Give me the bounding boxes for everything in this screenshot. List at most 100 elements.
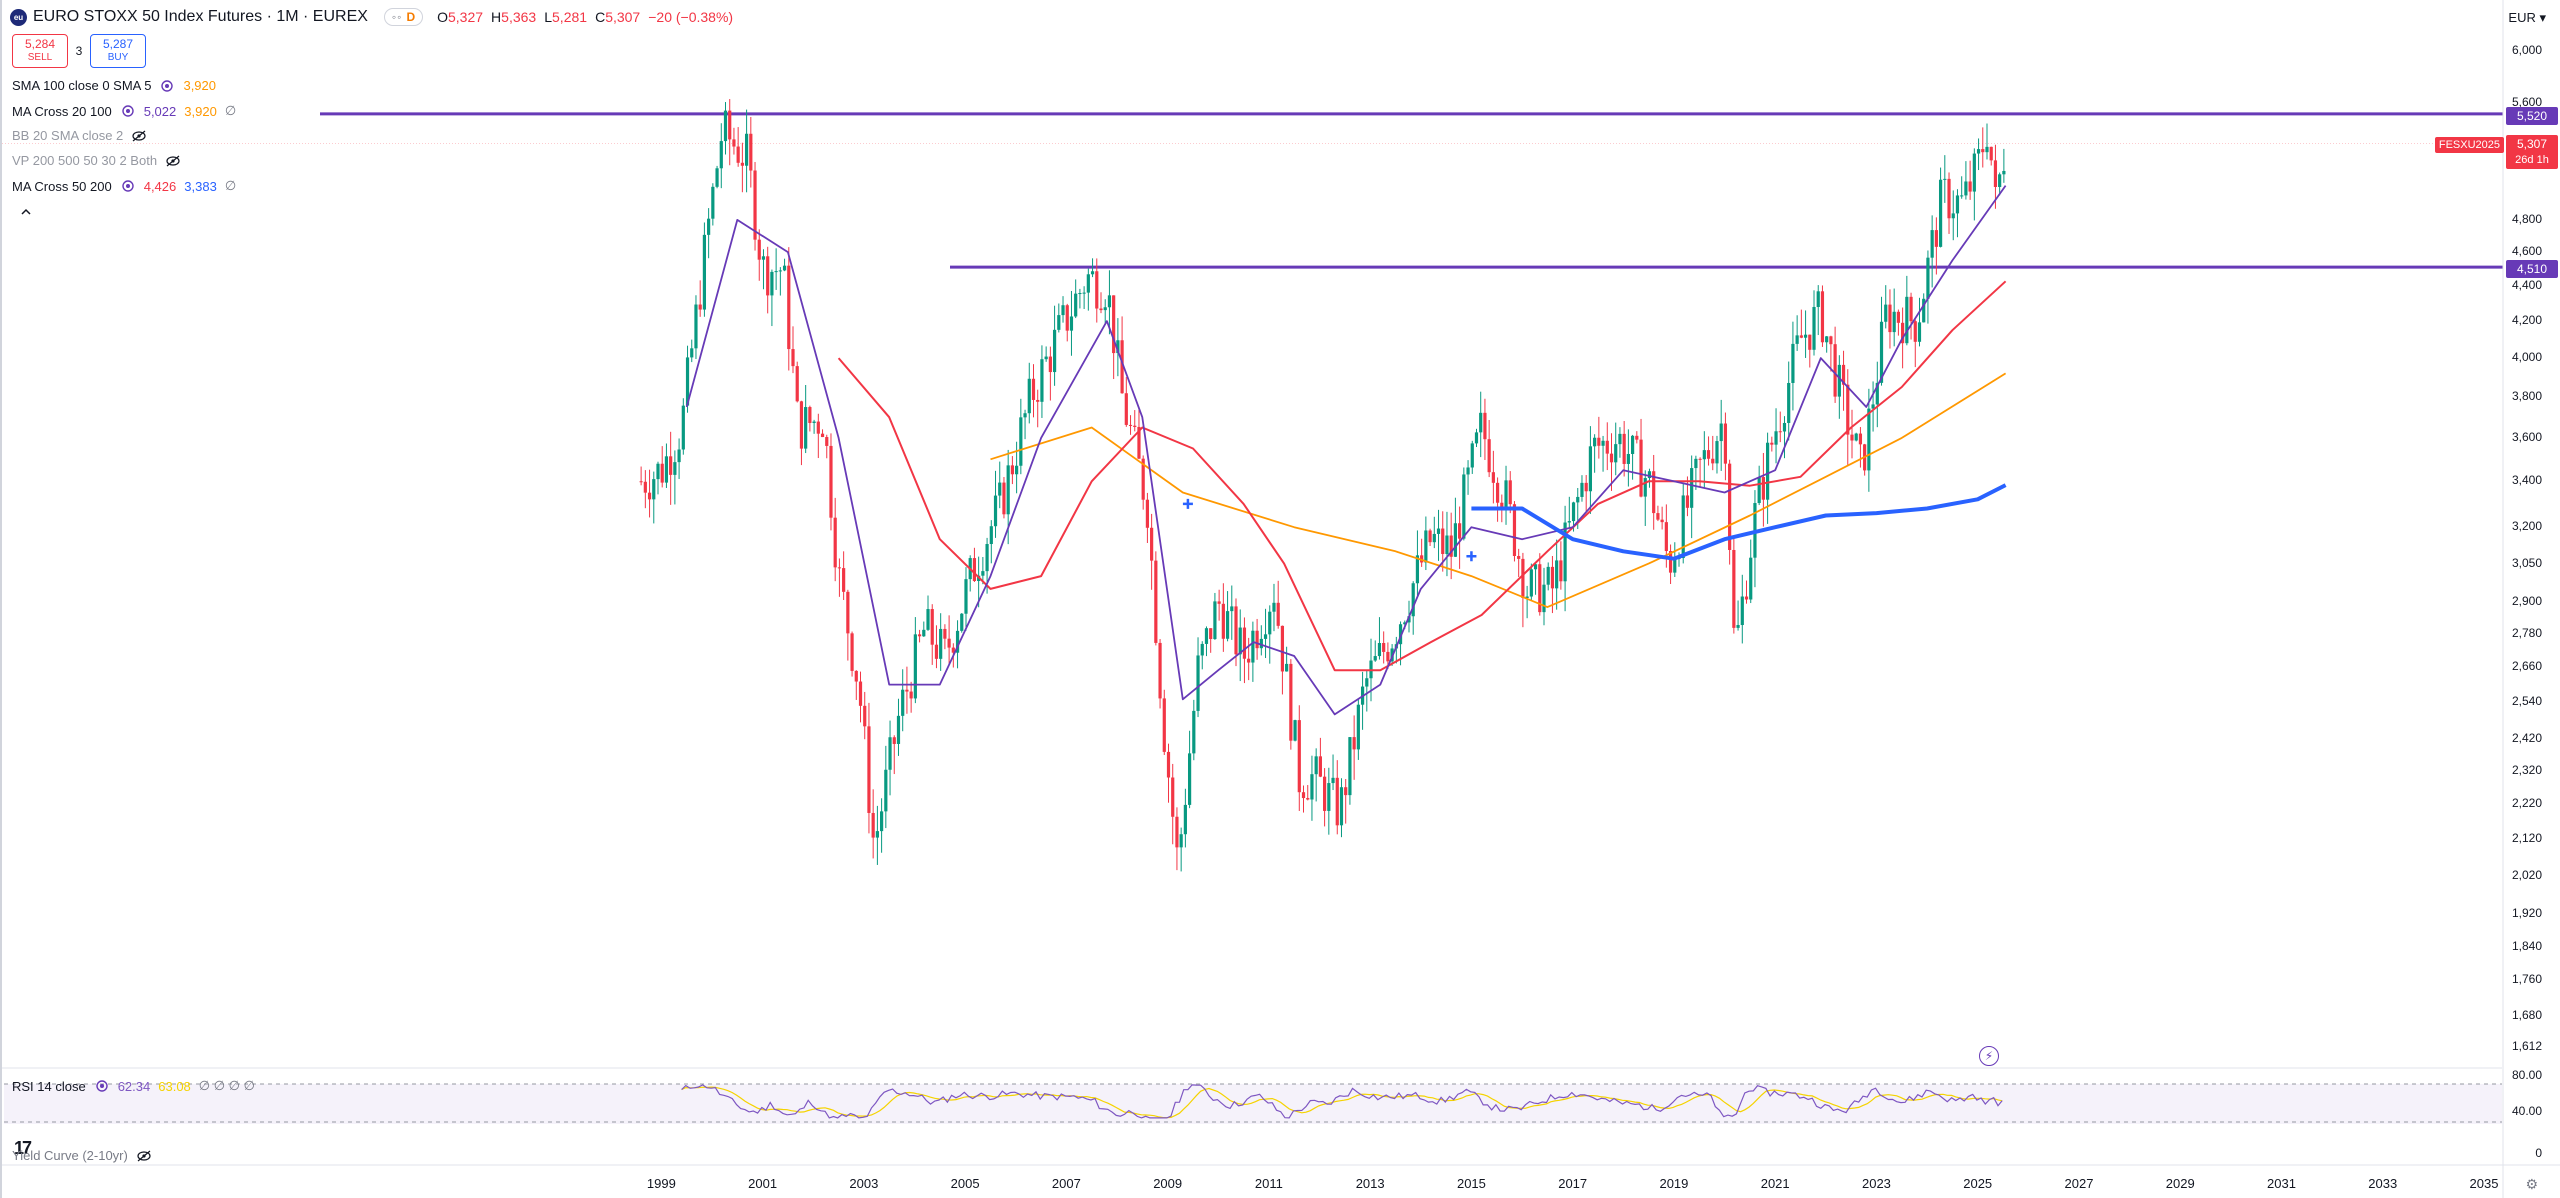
time-tick-label: 2005 <box>950 1176 980 1191</box>
price-tick-label: 3,400 <box>2511 473 2542 488</box>
candle <box>972 547 977 582</box>
collapse-legend-chevron-up-icon[interactable] <box>16 204 36 220</box>
candle <box>1344 778 1348 824</box>
candle-body <box>880 811 884 832</box>
candle-body <box>1576 496 1580 503</box>
candle <box>1542 567 1546 626</box>
settings-gear-icon[interactable]: ⚙ <box>2525 1176 2538 1192</box>
candle-body <box>1614 444 1618 463</box>
candle <box>1019 398 1023 475</box>
candle <box>1310 755 1314 821</box>
candle <box>854 670 858 700</box>
candle <box>1128 415 1133 435</box>
source-icon[interactable] <box>94 1080 110 1092</box>
price-tick-label: 2,420 <box>2511 731 2542 745</box>
candle-body <box>1525 596 1529 598</box>
candle <box>1036 389 1040 428</box>
candle <box>723 102 728 155</box>
candle-body <box>1179 834 1183 848</box>
sell-label: SELL <box>27 52 53 63</box>
candle-body <box>1985 146 1989 153</box>
legend-ma-cross-20-100[interactable]: MA Cross 20 100 5,022 3,920 ∅ <box>12 103 236 119</box>
symbol-title[interactable]: EURO STOXX 50 Index Futures · 1M · EUREX <box>33 8 368 25</box>
sell-button[interactable]: 5,284 SELL <box>12 34 68 68</box>
candle <box>1048 346 1052 401</box>
candle-body <box>1799 335 1803 338</box>
candle-body <box>702 234 707 310</box>
lightning-icon[interactable]: ⚡ <box>1979 1046 1999 1066</box>
candle-body <box>1209 628 1213 640</box>
market-status-pill[interactable]: ◦◦ D <box>383 8 424 26</box>
legend-vp[interactable]: VP 200 500 50 30 2 Both <box>12 153 181 168</box>
candle-body <box>1027 378 1031 414</box>
candle <box>711 183 715 226</box>
price-tick-label: 6,000 <box>2511 42 2542 57</box>
candle-body <box>1128 424 1133 426</box>
rsi-legend[interactable]: RSI 14 close 62.34 63.08 ∅ ∅ ∅ ∅ <box>12 1078 255 1094</box>
candle <box>1584 475 1588 511</box>
candle-body <box>1192 710 1196 754</box>
candle-body <box>1500 502 1504 510</box>
candle <box>1567 496 1571 529</box>
source-icon[interactable] <box>120 180 136 192</box>
legend-value: 3,920 <box>183 78 217 93</box>
source-icon[interactable] <box>159 79 175 92</box>
candle <box>1504 465 1508 525</box>
candle <box>850 631 854 677</box>
hidden-eye-icon[interactable] <box>131 130 147 142</box>
legend-value: 3,383 <box>184 178 217 194</box>
candle <box>1605 422 1609 471</box>
candle <box>1297 705 1301 811</box>
yield-curve-legend[interactable]: Yield Curve (2-10yr) <box>12 1148 152 1163</box>
candle-body <box>1609 453 1614 463</box>
candle <box>1728 459 1732 565</box>
candle <box>1234 598 1238 667</box>
candle-body <box>1879 321 1884 383</box>
candle-body <box>1938 179 1943 247</box>
legend-ma-cross-50-200[interactable]: MA Cross 50 200 4,426 3,383 ∅ <box>12 178 236 194</box>
candle-body <box>1187 753 1192 805</box>
candle-body <box>740 162 744 166</box>
candle-body <box>778 270 782 272</box>
candle <box>947 615 951 666</box>
source-icon[interactable] <box>120 105 136 117</box>
candle <box>744 109 749 193</box>
buy-button[interactable]: 5,287 BUY <box>90 34 146 68</box>
candle <box>1934 217 1938 275</box>
hidden-eye-icon[interactable] <box>165 155 181 167</box>
candle-body <box>1023 413 1027 418</box>
currency-selector[interactable]: EUR ▾ <box>2508 10 2546 25</box>
candle-body <box>1584 482 1588 492</box>
candle-body <box>711 186 715 219</box>
candle-body <box>837 567 842 569</box>
candle-body <box>791 349 795 367</box>
hidden-eye-icon[interactable] <box>136 1150 152 1162</box>
legend-bb[interactable]: BB 20 SMA close 2 <box>12 128 147 143</box>
candle-body <box>698 304 702 310</box>
candle <box>867 702 871 834</box>
candle-body <box>656 463 660 480</box>
ma50-line <box>837 280 2007 672</box>
candle-body <box>1015 465 1019 475</box>
candle-body <box>1112 295 1116 354</box>
candle <box>1183 788 1187 848</box>
candle <box>728 99 732 166</box>
candle <box>1327 767 1331 835</box>
candle-body <box>1158 642 1162 699</box>
candle <box>1356 699 1360 760</box>
price-tick-label: 2,540 <box>2511 694 2542 709</box>
candle <box>1491 450 1495 504</box>
candle-body <box>964 579 968 614</box>
legend-sma100[interactable]: SMA 100 close 0 SMA 5 3,920 <box>12 78 216 93</box>
tradingview-logo[interactable]: 17 <box>14 1138 32 1158</box>
candle-body <box>1099 308 1103 311</box>
candle-body <box>1301 792 1306 799</box>
candle <box>1879 296 1884 386</box>
candle-body <box>1432 533 1436 543</box>
candle <box>1382 631 1386 664</box>
candle-body <box>1749 557 1753 600</box>
candle <box>1837 355 1841 419</box>
candle-body <box>770 271 774 296</box>
candle-body <box>1086 274 1090 293</box>
